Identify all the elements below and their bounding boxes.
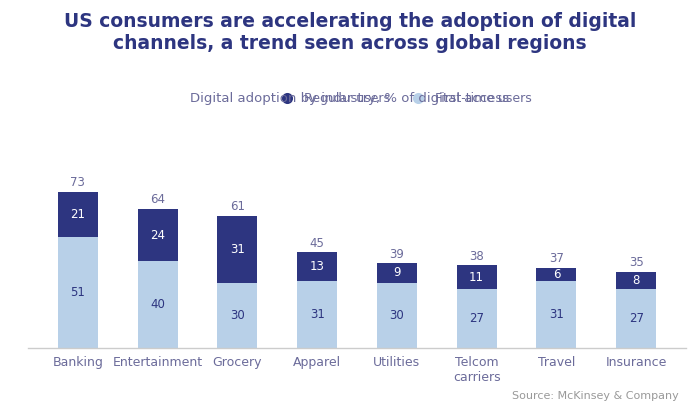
Bar: [536, 281, 576, 348]
Text: 37: 37: [549, 252, 564, 265]
Bar: [298, 252, 337, 281]
Text: 51: 51: [71, 286, 85, 299]
Text: Digital adoption by industry, % of digital access: Digital adoption by industry, % of digit…: [190, 92, 510, 105]
Bar: [58, 237, 98, 348]
Legend: Regular users, First-time users: Regular users, First-time users: [270, 87, 537, 110]
Text: 30: 30: [389, 309, 405, 321]
Bar: [456, 265, 496, 289]
Text: 8: 8: [633, 274, 640, 287]
Bar: [138, 209, 178, 261]
Bar: [377, 263, 416, 283]
Bar: [456, 289, 496, 348]
Text: Source: McKinsey & Company: Source: McKinsey & Company: [512, 391, 679, 401]
Bar: [536, 267, 576, 281]
Text: 40: 40: [150, 298, 165, 311]
Text: 39: 39: [389, 247, 405, 261]
Text: 27: 27: [629, 312, 644, 325]
Text: 30: 30: [230, 309, 245, 321]
Bar: [138, 261, 178, 348]
Bar: [218, 283, 258, 348]
Text: 27: 27: [469, 312, 484, 325]
Text: 11: 11: [469, 271, 484, 284]
Bar: [616, 289, 656, 348]
Text: 24: 24: [150, 229, 165, 242]
Text: 31: 31: [230, 243, 245, 256]
Text: 61: 61: [230, 200, 245, 213]
Text: 45: 45: [309, 237, 325, 250]
Text: 73: 73: [71, 176, 85, 189]
Text: 6: 6: [552, 267, 560, 281]
Text: US consumers are accelerating the adoption of digital
channels, a trend seen acr: US consumers are accelerating the adopti…: [64, 12, 636, 53]
Text: 13: 13: [309, 260, 325, 273]
Text: 31: 31: [309, 308, 325, 321]
Bar: [218, 216, 258, 283]
Text: 64: 64: [150, 193, 165, 207]
Text: 9: 9: [393, 266, 400, 279]
Text: 31: 31: [549, 308, 564, 321]
Bar: [377, 283, 416, 348]
Text: 35: 35: [629, 256, 643, 269]
Text: 21: 21: [70, 208, 85, 221]
Bar: [616, 272, 656, 289]
Bar: [298, 281, 337, 348]
Bar: [58, 192, 98, 237]
Text: 38: 38: [469, 250, 484, 263]
